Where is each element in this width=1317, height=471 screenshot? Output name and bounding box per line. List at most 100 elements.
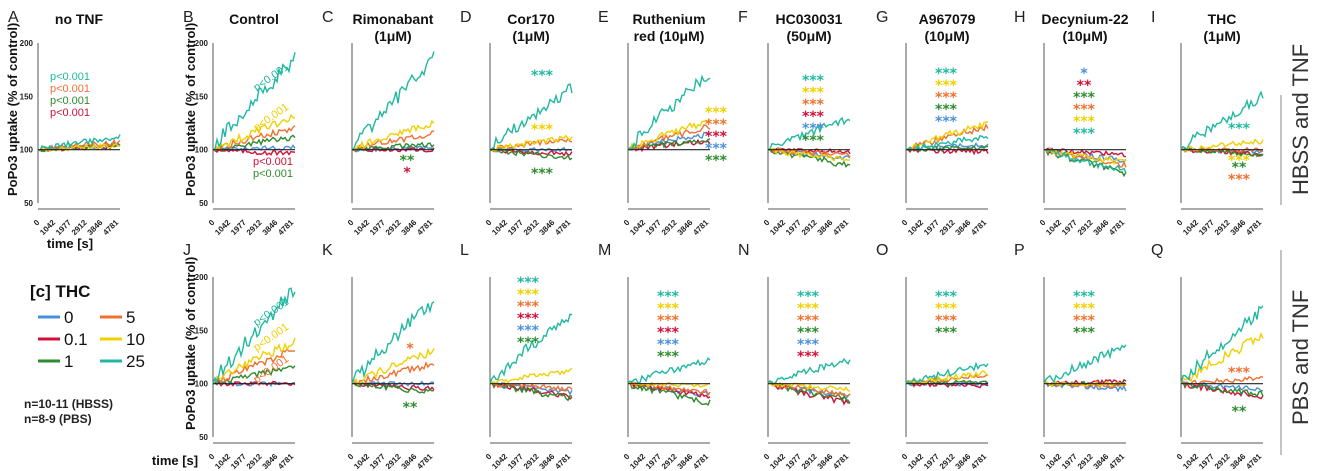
series-line-25 bbox=[351, 51, 435, 151]
significance-stars: *** bbox=[802, 109, 825, 125]
x-tick-label: 1042 bbox=[906, 218, 925, 237]
x-tick-label: 1042 bbox=[490, 452, 509, 471]
x-tick-label: 1042 bbox=[352, 452, 371, 471]
significance-stars: *** bbox=[705, 105, 728, 121]
significance-stars: *** bbox=[1228, 153, 1251, 169]
series-line-1 bbox=[1180, 146, 1264, 158]
significance-stars: *** bbox=[1228, 172, 1251, 188]
x-tick-label: 3846 bbox=[538, 218, 557, 237]
significance-stars: *** bbox=[935, 289, 958, 305]
x-tick-label: 2912 bbox=[1213, 452, 1232, 471]
x-axis-title: time [s] bbox=[47, 236, 93, 251]
series-line-0.1 bbox=[767, 381, 851, 406]
significance-stars: *** bbox=[1073, 289, 1096, 305]
series-line-25 bbox=[489, 82, 573, 151]
x-tick-label: 4781 bbox=[691, 218, 710, 237]
x-tick-label: 4781 bbox=[691, 452, 710, 471]
panel-letter: F bbox=[738, 9, 748, 26]
x-tick-label: 2912 bbox=[245, 218, 264, 237]
series-line-10 bbox=[1180, 331, 1264, 384]
x-tick-label: 4781 bbox=[553, 218, 572, 237]
x-tick-label: 4781 bbox=[831, 452, 850, 471]
panel-title: red (10μM) bbox=[634, 28, 705, 44]
x-tick-label: 4781 bbox=[1244, 452, 1263, 471]
series-line-25 bbox=[627, 74, 711, 151]
x-tick-label: 1977 bbox=[644, 452, 663, 471]
panel-letter: D bbox=[460, 9, 472, 26]
significance-stars: *** bbox=[705, 153, 728, 169]
legend-title: [c] THC bbox=[30, 282, 90, 301]
side-label-bottom: PBS and TNF bbox=[1288, 290, 1313, 425]
y-tick-label: 50 bbox=[24, 199, 33, 208]
series-line-25 bbox=[1043, 344, 1127, 384]
significance-stars: * bbox=[1080, 66, 1088, 82]
x-tick-label: 1042 bbox=[768, 218, 787, 237]
x-tick-label: 1042 bbox=[1044, 452, 1063, 471]
panel-letter: B bbox=[183, 9, 194, 26]
significance-stars: *** bbox=[935, 325, 958, 341]
x-tick-label: 0 bbox=[346, 218, 356, 228]
x-tick-label: 4781 bbox=[1107, 218, 1126, 237]
legend-label: 0 bbox=[64, 308, 73, 327]
x-axis-title: time [s] bbox=[152, 453, 198, 468]
x-tick-label: 0 bbox=[762, 218, 772, 228]
x-tick-label: 1977 bbox=[922, 218, 941, 237]
panel-B: B Control 50 100 150 200 010421977291238464781… bbox=[183, 9, 296, 237]
y-axis-title: PoPo3 uptake (% of control) bbox=[5, 23, 20, 196]
series-line-1 bbox=[627, 381, 711, 406]
x-tick-label: 3846 bbox=[538, 452, 557, 471]
panel-letter: K bbox=[322, 242, 333, 259]
legend-label: 0.1 bbox=[64, 330, 88, 349]
series-line-25 bbox=[905, 361, 989, 387]
series-line-5 bbox=[351, 361, 435, 386]
panel-title: THC bbox=[1208, 11, 1237, 27]
y-tick-label: 100 bbox=[195, 380, 209, 389]
significance-stars: *** bbox=[935, 90, 958, 106]
significance-stars: *** bbox=[935, 114, 958, 130]
x-tick-label: 3846 bbox=[676, 452, 695, 471]
series-line-5 bbox=[767, 146, 851, 158]
x-tick-label: 4781 bbox=[101, 218, 120, 237]
x-tick-label: 1977 bbox=[644, 218, 663, 237]
significance-stars: *** bbox=[802, 133, 825, 149]
series-line-25 bbox=[627, 357, 711, 385]
significance-stars: *** bbox=[1073, 325, 1096, 341]
significance-stars: *** bbox=[657, 337, 680, 353]
panel-title: (1μM) bbox=[1203, 28, 1240, 44]
series-line-10 bbox=[627, 381, 711, 388]
x-tick-label: 1042 bbox=[1181, 452, 1200, 471]
panel-title: Rimonabant bbox=[353, 11, 434, 27]
x-tick-label: 2912 bbox=[384, 452, 403, 471]
x-tick-label: 0 bbox=[207, 218, 217, 228]
series-line-10 bbox=[489, 367, 573, 385]
x-tick-label: 3846 bbox=[954, 452, 973, 471]
legend-label: 1 bbox=[64, 352, 73, 371]
significance-stars: *** bbox=[705, 129, 728, 145]
panel-letter: N bbox=[738, 242, 750, 259]
x-tick-label: 4781 bbox=[1107, 452, 1126, 471]
panel-title: Ruthenium bbox=[632, 11, 705, 27]
significance-stars: *** bbox=[1073, 90, 1096, 106]
x-tick-label: 1042 bbox=[490, 218, 509, 237]
x-tick-label: 1977 bbox=[784, 452, 803, 471]
panel-letter: G bbox=[876, 9, 888, 26]
significance-stars: *** bbox=[531, 68, 554, 84]
series-line-25 bbox=[212, 52, 296, 151]
x-tick-label: 3846 bbox=[816, 218, 835, 237]
x-tick-label: 1042 bbox=[628, 452, 647, 471]
significance-stars: *** bbox=[1073, 102, 1096, 118]
x-tick-label: 3846 bbox=[261, 218, 280, 237]
series-line-5 bbox=[627, 124, 711, 152]
significance-stars: *** bbox=[1228, 121, 1251, 137]
panel-letter: I bbox=[1151, 9, 1155, 26]
significance-stars: *** bbox=[657, 349, 680, 365]
significance-stars: ** bbox=[403, 400, 418, 416]
x-tick-label: 1977 bbox=[1060, 218, 1079, 237]
x-tick-label: 0 bbox=[1175, 452, 1185, 462]
x-tick-label: 4781 bbox=[831, 218, 850, 237]
significance-stars: *** bbox=[1073, 114, 1096, 130]
